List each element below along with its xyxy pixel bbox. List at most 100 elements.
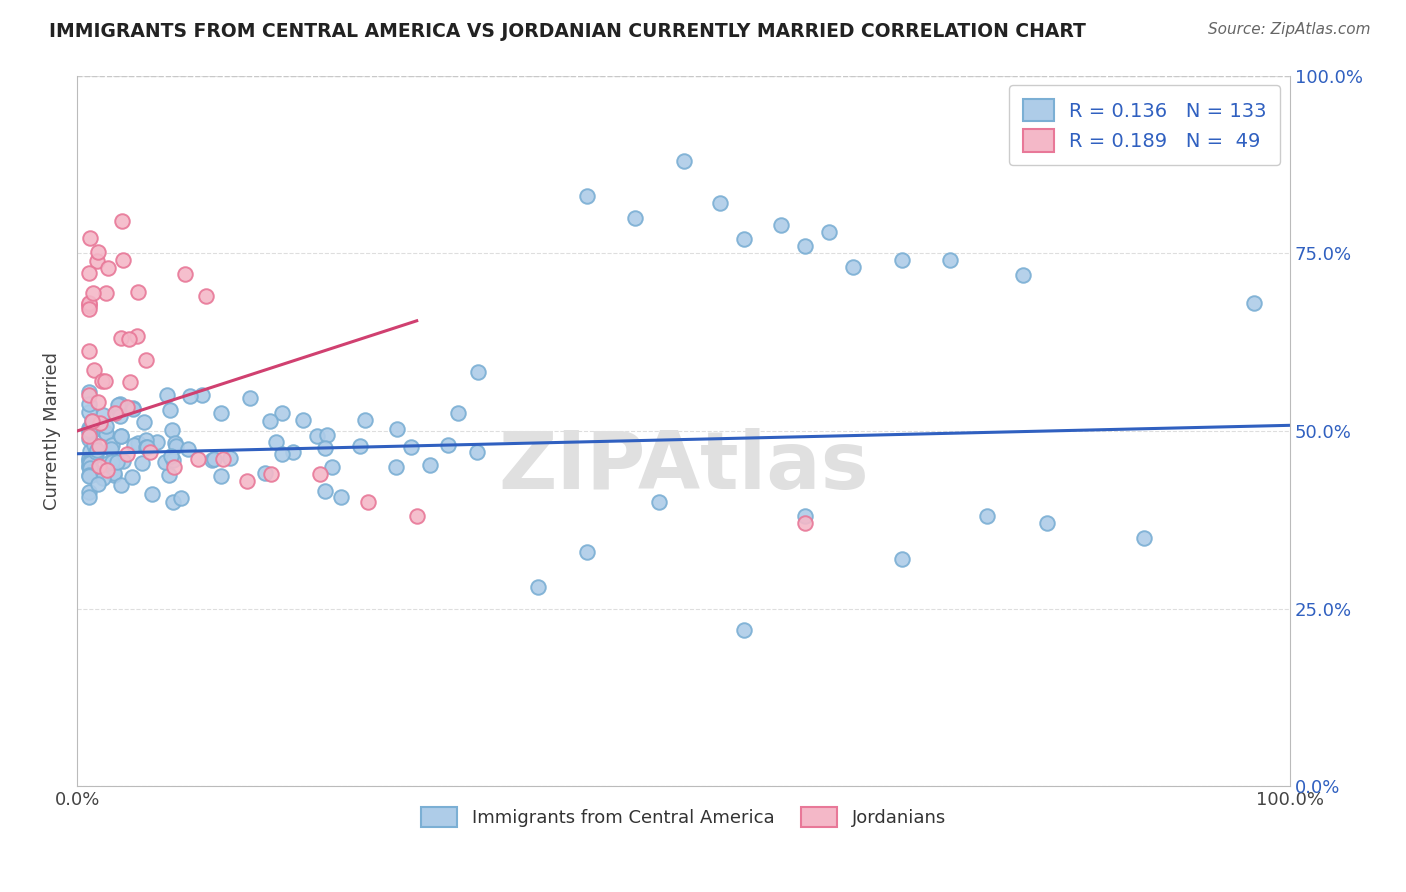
Point xyxy=(110,478,132,492)
Point xyxy=(209,405,232,419)
Point xyxy=(467,365,489,379)
Point xyxy=(115,400,138,414)
Point xyxy=(100,442,122,456)
Point xyxy=(86,467,108,481)
Point xyxy=(77,384,100,399)
Point xyxy=(107,398,129,412)
Point xyxy=(79,461,101,475)
Point xyxy=(77,429,100,443)
Point xyxy=(793,509,815,524)
Point xyxy=(281,445,304,459)
Point xyxy=(135,353,157,368)
Point xyxy=(236,474,259,488)
Point xyxy=(87,459,110,474)
Point xyxy=(97,260,120,275)
Point xyxy=(90,375,112,389)
Point xyxy=(96,285,118,300)
Point xyxy=(793,239,815,253)
Point xyxy=(93,425,115,440)
Point xyxy=(447,406,470,420)
Point xyxy=(121,470,143,484)
Point xyxy=(709,196,731,211)
Point xyxy=(527,581,550,595)
Point xyxy=(354,413,377,427)
Point xyxy=(83,363,105,377)
Point xyxy=(94,374,117,388)
Point xyxy=(399,440,422,454)
Point xyxy=(97,456,120,470)
Legend: Immigrants from Central America, Jordanians: Immigrants from Central America, Jordani… xyxy=(413,800,953,834)
Point xyxy=(162,452,184,467)
Point xyxy=(405,509,427,524)
Point xyxy=(419,458,441,472)
Point xyxy=(165,439,187,453)
Point xyxy=(111,214,134,228)
Point xyxy=(733,623,755,637)
Point xyxy=(118,332,141,346)
Point xyxy=(259,414,281,428)
Point xyxy=(77,484,100,499)
Text: IMMIGRANTS FROM CENTRAL AMERICA VS JORDANIAN CURRENTLY MARRIED CORRELATION CHART: IMMIGRANTS FROM CENTRAL AMERICA VS JORDA… xyxy=(49,22,1085,41)
Text: Source: ZipAtlas.com: Source: ZipAtlas.com xyxy=(1208,22,1371,37)
Point xyxy=(157,468,180,483)
Point xyxy=(77,388,100,402)
Point xyxy=(77,405,100,419)
Point xyxy=(104,406,127,420)
Point xyxy=(94,426,117,441)
Point xyxy=(131,456,153,470)
Point xyxy=(82,464,104,478)
Point xyxy=(437,438,460,452)
Point xyxy=(87,245,110,260)
Point xyxy=(77,343,100,358)
Point xyxy=(80,466,103,480)
Point xyxy=(77,468,100,483)
Point xyxy=(890,253,912,268)
Point xyxy=(77,396,100,410)
Point xyxy=(209,469,232,483)
Point xyxy=(179,389,201,403)
Point xyxy=(107,402,129,417)
Point xyxy=(264,434,287,449)
Point xyxy=(101,438,124,452)
Point xyxy=(127,285,149,300)
Point xyxy=(77,453,100,467)
Point xyxy=(77,490,100,504)
Point xyxy=(103,466,125,480)
Point xyxy=(793,516,815,531)
Point xyxy=(127,329,149,343)
Point xyxy=(672,153,695,168)
Point xyxy=(122,438,145,452)
Point xyxy=(314,441,336,455)
Y-axis label: Currently Married: Currently Married xyxy=(44,352,60,510)
Point xyxy=(201,453,224,467)
Point xyxy=(79,424,101,438)
Text: ZIPAtlas: ZIPAtlas xyxy=(498,427,869,506)
Point xyxy=(648,495,671,509)
Point xyxy=(87,394,110,409)
Point xyxy=(202,452,225,467)
Point xyxy=(135,433,157,447)
Point xyxy=(77,459,100,474)
Point xyxy=(159,402,181,417)
Point xyxy=(260,467,283,481)
Point xyxy=(162,495,184,509)
Point xyxy=(87,439,110,453)
Point xyxy=(103,468,125,483)
Point xyxy=(77,299,100,313)
Point xyxy=(733,232,755,246)
Point xyxy=(79,456,101,470)
Point xyxy=(111,253,134,268)
Point xyxy=(270,447,292,461)
Point xyxy=(77,301,100,316)
Point xyxy=(110,409,132,424)
Point xyxy=(86,443,108,458)
Point xyxy=(77,296,100,310)
Point xyxy=(111,453,134,467)
Point xyxy=(308,467,330,481)
Point xyxy=(139,445,162,459)
Point xyxy=(890,552,912,566)
Point xyxy=(77,266,100,280)
Point xyxy=(842,260,865,275)
Point xyxy=(146,435,169,450)
Point xyxy=(84,448,107,462)
